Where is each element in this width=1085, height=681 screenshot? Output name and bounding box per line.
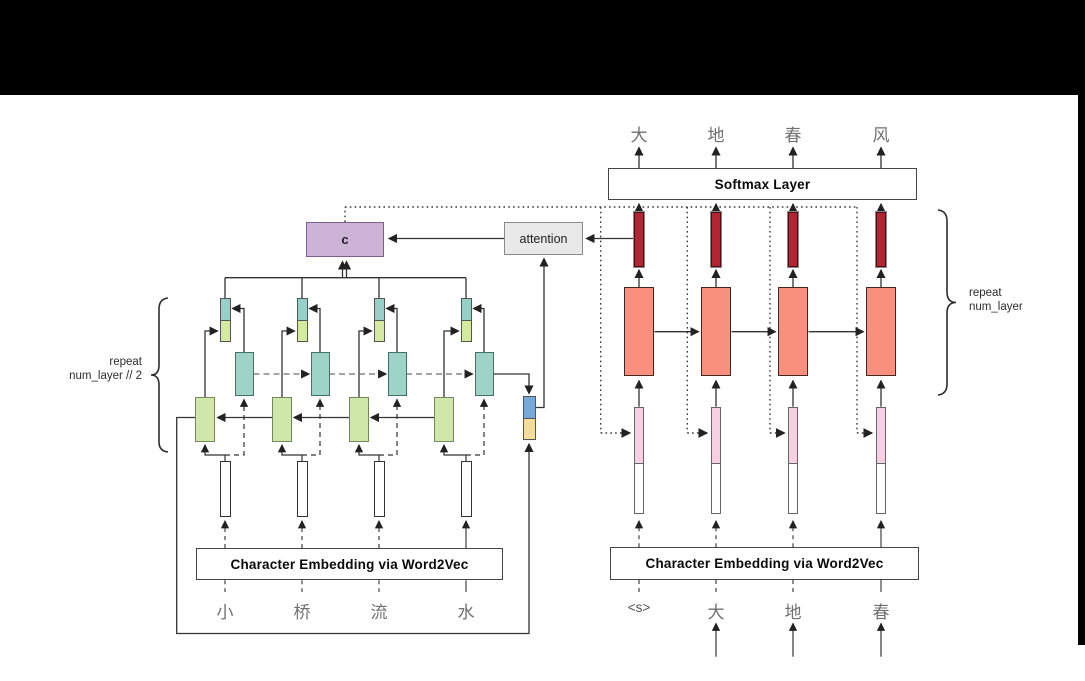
forward-lstm-cell — [387, 352, 407, 396]
forward-lstm-cell — [310, 352, 330, 396]
context-vector-label: c — [341, 232, 349, 247]
decoder-lstm-cell — [701, 287, 731, 376]
top-black-bar — [0, 0, 1085, 95]
encoder-input-char: 水 — [457, 603, 475, 622]
encoder-embedding-wires — [220, 519, 471, 592]
repeat-annotation-left: repeat num_layer // 2 — [42, 355, 142, 384]
decoder-lstm-cell — [624, 287, 654, 376]
right-black-bar — [1078, 95, 1085, 645]
decoder-feedback-wires — [711, 622, 886, 657]
concat-backward-half — [297, 320, 307, 341]
encoder-word-vector-box — [296, 461, 308, 517]
encoder-input-char: 桥 — [293, 603, 311, 622]
context-part — [877, 408, 885, 464]
concat-forward-half — [374, 299, 384, 321]
encoder-embedding-box: Character Embedding via Word2Vec — [196, 548, 503, 580]
encoder-embedding-label: Character Embedding via Word2Vec — [230, 556, 469, 572]
encoder-input-split-wires — [200, 398, 489, 461]
encoder-final-state-box — [523, 396, 536, 440]
context-dotted-wires — [344, 206, 874, 438]
context-part — [789, 408, 797, 464]
decoder-output-char: 春 — [784, 126, 802, 145]
final-state-forward-half — [524, 397, 535, 419]
repeat-right-line1: repeat — [969, 287, 1002, 299]
encoder-input-char: 小 — [216, 603, 234, 622]
decoder-input-vector — [876, 407, 886, 514]
concat-forward-half — [220, 299, 230, 321]
encoder-word-vector-box — [460, 461, 472, 517]
attention-box: attention — [504, 222, 583, 255]
repeat-right-line2: num_layer — [969, 301, 1023, 314]
decoder-input-token: 春 — [872, 603, 890, 622]
concat-backward-half — [374, 320, 384, 341]
decoder-column-wires — [634, 146, 886, 407]
final-state-backward-half — [524, 418, 535, 439]
decoder-input-vector — [634, 407, 644, 514]
repeat-annotation-right: repeat num_layer — [969, 286, 1059, 315]
decoder-hidden-state-box — [875, 211, 887, 268]
decoder-output-char: 地 — [707, 126, 725, 145]
decoder-embedding-label: Character Embedding via Word2Vec — [645, 556, 884, 571]
forward-cell-to-concat-wires — [231, 303, 485, 352]
encoder-input-char: 流 — [370, 603, 388, 622]
attention-wires — [387, 233, 634, 409]
forward-final-state-wire — [493, 373, 534, 395]
backward-lstm-cell — [349, 397, 369, 442]
embedding-part — [712, 464, 720, 513]
decoder-hidden-state-box — [787, 211, 799, 268]
decoder-lstm-cell — [866, 287, 896, 376]
repeat-left-line2: num_layer // 2 — [69, 370, 142, 383]
decoder-lstm-cell — [778, 287, 808, 376]
decoder-input-token: 地 — [784, 603, 802, 622]
concat-state-box — [219, 298, 231, 342]
context-vector-box: c — [306, 222, 384, 257]
attention-label: attention — [519, 231, 568, 246]
decoder-input-token: 大 — [707, 603, 725, 622]
concat-state-box — [296, 298, 308, 342]
backward-lstm-cell — [195, 397, 215, 442]
backward-final-state-loop-wire — [176, 416, 534, 635]
concat-backward-half — [220, 320, 230, 341]
concat-state-box — [460, 298, 472, 342]
backward-lstm-cell — [434, 397, 454, 442]
concat-forward-half — [461, 299, 471, 321]
embedding-part — [877, 464, 885, 513]
concat-state-box — [373, 298, 385, 342]
decoder-input-vector — [711, 407, 721, 514]
decoder-output-char: 大 — [630, 126, 648, 145]
forward-lstm-cell — [474, 352, 494, 396]
forward-lstm-cell — [234, 352, 254, 396]
decoder-hidden-state-box — [710, 211, 722, 268]
context-part — [635, 408, 643, 464]
decoder-input-vector — [788, 407, 798, 514]
context-part — [712, 408, 720, 464]
encoder-word-vector-box — [373, 461, 385, 517]
backward-cell-to-concat-wires — [204, 326, 460, 397]
decoder-hidden-state-box — [633, 211, 645, 268]
embedding-part — [789, 464, 797, 513]
repeat-braces — [150, 209, 957, 453]
encoder-output-bus — [224, 260, 467, 298]
embedding-part — [635, 464, 643, 513]
encoder-word-vector-box — [219, 461, 231, 517]
decoder-embedding-box: Character Embedding via Word2Vec — [610, 547, 919, 580]
concat-forward-half — [297, 299, 307, 321]
softmax-layer-box: Softmax Layer — [608, 168, 917, 200]
decoder-output-char: 风 — [872, 126, 890, 145]
softmax-layer-label: Softmax Layer — [714, 176, 811, 192]
repeat-left-line1: repeat — [109, 356, 142, 368]
decoder-embedding-wires — [634, 519, 886, 592]
decoder-input-token: <s> — [627, 600, 651, 615]
backward-lstm-cell — [272, 397, 292, 442]
concat-backward-half — [461, 320, 471, 341]
